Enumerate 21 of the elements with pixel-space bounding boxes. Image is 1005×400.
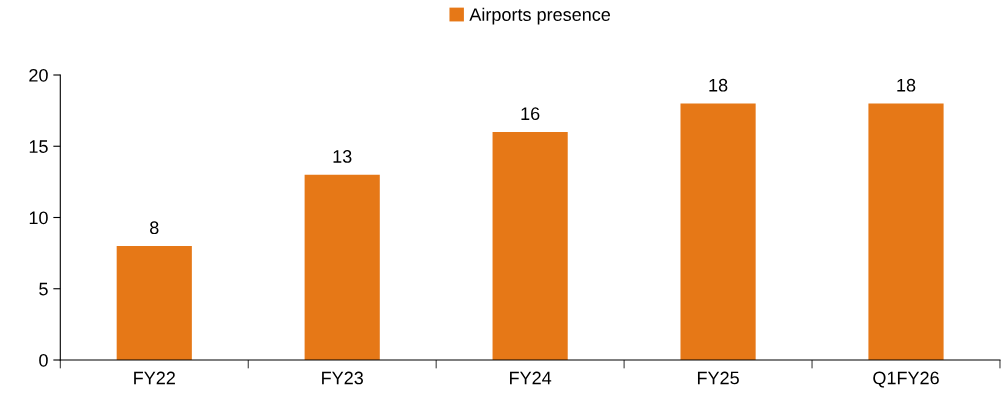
bar [116,246,192,360]
y-tick-label: 5 [39,282,48,296]
y-tick-label: 15 [29,140,48,153]
data-label: 18 [897,78,916,92]
bar [492,132,568,360]
x-tick-label: Q1FY26 [873,371,939,388]
y-tick-label: 20 [29,68,48,82]
data-label: 18 [709,78,728,92]
x-tick-label: FY24 [510,371,552,385]
x-tick-label: FY22 [134,371,175,385]
x-tick-label: FY23 [322,371,363,385]
data-label: 8 [150,221,159,235]
bar [868,103,944,360]
data-label: 13 [333,150,352,163]
bar [304,174,380,360]
y-tick-label: 10 [29,211,48,225]
bar [680,103,756,360]
legend-label: Airports presence [469,7,611,25]
data-label: 16 [521,107,540,121]
y-tick-label: 0 [39,353,48,367]
x-tick-label: FY25 [697,371,739,385]
